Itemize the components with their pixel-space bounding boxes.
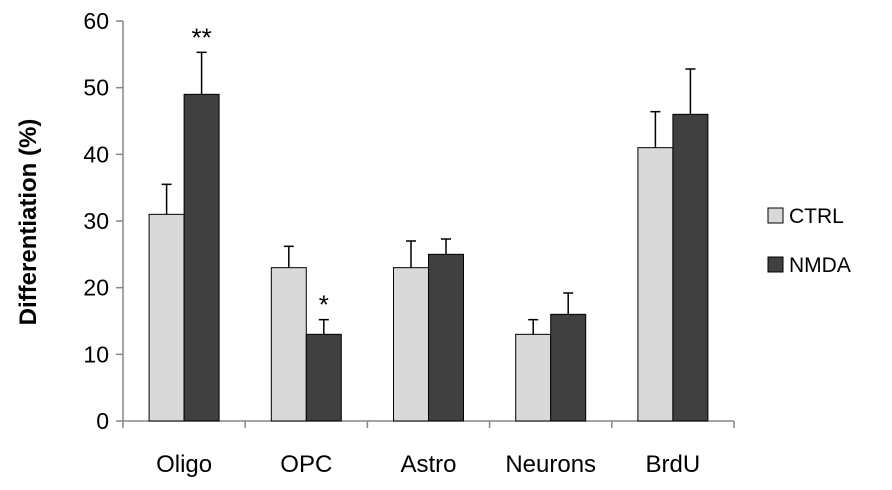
y-tick-label: 0 — [96, 408, 109, 434]
y-tick-label: 20 — [83, 275, 109, 301]
significance-annotation: * — [319, 290, 329, 320]
x-category-label: Neurons — [505, 451, 596, 478]
bar-ctrl-neurons — [515, 333, 552, 422]
legend-label-nmda: NMDA — [789, 254, 851, 277]
bars — [148, 51, 709, 422]
y-axis-title: Differentiation (%) — [15, 119, 42, 326]
bar-nmda-brdu — [672, 113, 709, 422]
legend-label-ctrl: CTRL — [789, 205, 844, 228]
legend-swatch-ctrl — [767, 207, 784, 224]
bar-ctrl-brdu — [637, 147, 674, 422]
legend-swatch-nmda — [767, 256, 784, 273]
bar-nmda-oligo — [183, 93, 220, 422]
significance-annotation: ** — [191, 22, 211, 52]
x-category-label: OPC — [280, 451, 332, 478]
y-tick-label: 30 — [83, 208, 109, 234]
bar-nmda-opc — [305, 333, 342, 422]
bar-ctrl-astro — [393, 267, 429, 422]
x-category-label: Oligo — [156, 451, 212, 478]
y-tick-label: 40 — [83, 141, 109, 167]
y-tick-label: 60 — [83, 8, 109, 34]
x-category-label: BrdU — [646, 451, 701, 478]
bar-nmda-neurons — [550, 313, 587, 422]
axes — [116, 20, 735, 428]
bar-nmda-astro — [428, 253, 464, 422]
bar-ctrl-oligo — [148, 213, 185, 422]
y-tick-label: 50 — [83, 75, 109, 101]
bar-ctrl-opc — [270, 267, 307, 422]
legend: CTRL NMDA — [767, 205, 851, 277]
x-category-label: Astro — [400, 451, 456, 478]
y-tick-label: 10 — [83, 341, 109, 367]
